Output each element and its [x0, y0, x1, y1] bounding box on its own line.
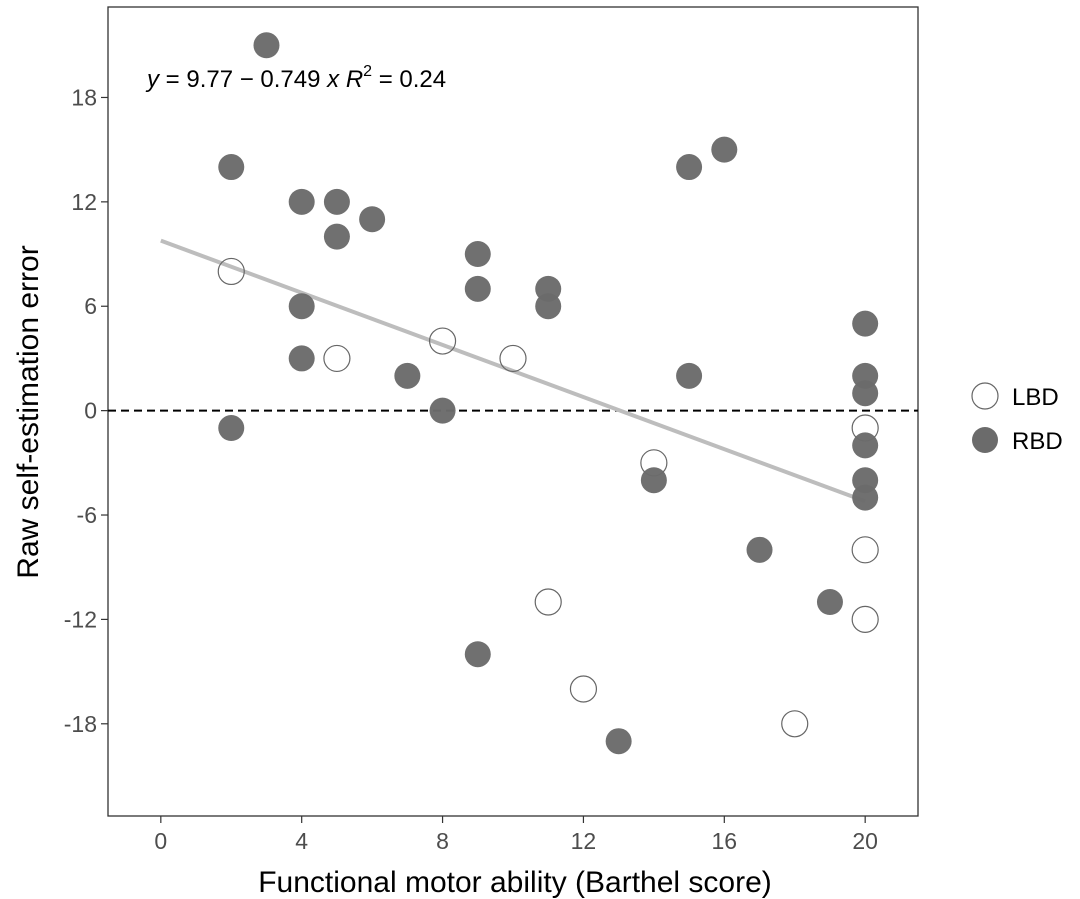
point-rbd [218, 415, 245, 442]
x-tick-label: 8 [436, 828, 449, 854]
point-lbd [851, 536, 879, 564]
point-rbd [288, 188, 315, 215]
point-rbd [394, 362, 421, 389]
point-rbd [605, 728, 632, 755]
y-tick-label: -12 [64, 606, 97, 632]
series-lbd [217, 257, 879, 738]
x-tick-label: 20 [852, 828, 878, 854]
legend: LBD RBD [971, 382, 1063, 455]
point-rbd [253, 32, 280, 59]
point-lbd [781, 710, 809, 738]
y-tick-label: 6 [84, 293, 97, 319]
legend-label-rbd: RBD [1012, 428, 1063, 455]
x-tick-label: 12 [571, 828, 597, 854]
point-rbd [852, 432, 879, 459]
x-tick-label: 4 [295, 828, 308, 854]
equation-annotation: y = 9.77 − 0.749 x R2 = 0.24 [145, 63, 446, 93]
y-tick-label: -18 [64, 711, 97, 737]
point-rbd [323, 223, 350, 250]
data-points [217, 32, 879, 755]
legend-key-rbd [972, 427, 998, 453]
point-rbd [464, 641, 491, 668]
series-rbd [218, 32, 879, 755]
x-axis-title: Functional motor ability (Barthel score) [258, 866, 772, 899]
point-rbd [464, 241, 491, 268]
point-rbd [218, 154, 245, 181]
legend-label-lbd: LBD [1012, 384, 1059, 411]
point-rbd [816, 589, 843, 616]
point-lbd [428, 327, 457, 355]
y-tick-label: -6 [77, 502, 97, 528]
point-rbd [746, 536, 773, 563]
axes: 0 4 8 12 16 20 18 12 6 0 -6 -12 -18 [64, 84, 878, 854]
point-lbd [323, 344, 351, 373]
point-lbd [499, 344, 527, 373]
point-rbd [640, 467, 667, 494]
point-lbd [851, 605, 879, 634]
point-rbd [464, 275, 491, 302]
point-rbd [288, 345, 315, 372]
point-rbd [711, 136, 738, 163]
legend-key-lbd [971, 382, 999, 410]
point-rbd [676, 154, 703, 181]
point-rbd [676, 362, 703, 389]
x-tick-label: 16 [712, 828, 738, 854]
point-lbd [534, 588, 562, 616]
point-rbd [852, 380, 879, 407]
point-rbd [852, 310, 879, 337]
point-rbd [288, 293, 315, 320]
point-rbd [323, 188, 350, 215]
point-rbd [429, 397, 456, 424]
y-axis-title: Raw self-estimation error [12, 245, 45, 578]
point-lbd [217, 257, 245, 286]
y-tick-label: 0 [84, 398, 97, 424]
x-tick-label: 0 [154, 828, 167, 854]
y-tick-label: 18 [71, 84, 97, 110]
point-rbd [359, 206, 386, 233]
point-lbd [569, 675, 598, 703]
point-rbd [535, 293, 562, 320]
point-rbd [852, 484, 879, 511]
y-tick-label: 12 [71, 189, 97, 215]
